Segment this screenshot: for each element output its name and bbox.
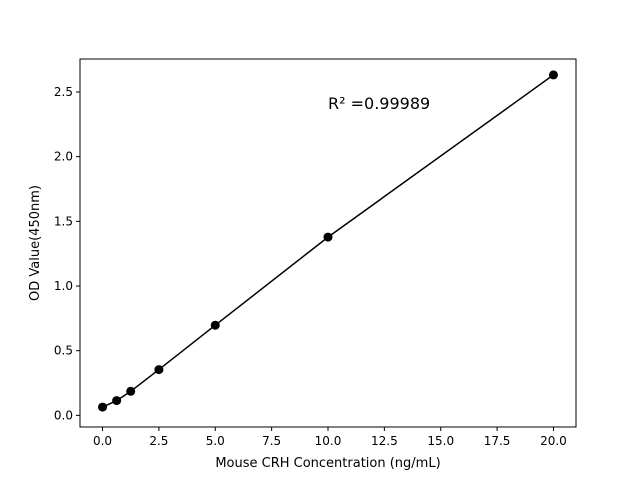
r-squared-annotation: R² =0.99989	[328, 94, 430, 113]
data-point	[548, 70, 558, 80]
y-tick-label: 1.0	[54, 279, 73, 293]
x-tick-label: 7.5	[262, 434, 281, 448]
x-axis-label: Mouse CRH Concentration (ng/mL)	[215, 456, 440, 471]
x-tick-label: 5.0	[206, 434, 225, 448]
x-tick-label: 17.5	[484, 434, 511, 448]
x-axis: 0.0 2.5 5.0 7.5 10.0 12.5 15.0 17.5 20.0	[93, 427, 567, 448]
data-point	[112, 396, 122, 406]
y-axis: 0.0 0.5 1.0 1.5 2.0 2.5	[54, 85, 80, 422]
plot-area	[79, 58, 577, 428]
x-tick-label: 20.0	[540, 434, 567, 448]
data-point	[98, 402, 108, 412]
y-tick-label: 0.0	[54, 408, 73, 422]
y-tick-label: 0.5	[54, 344, 73, 358]
data-point	[154, 365, 164, 375]
series	[98, 70, 558, 412]
x-tick-label: 0.0	[93, 434, 112, 448]
y-axis-label: OD Value(450nm)	[28, 185, 43, 301]
x-tick-label: 15.0	[427, 434, 454, 448]
x-tick-label: 2.5	[149, 434, 168, 448]
data-point	[126, 386, 136, 396]
data-point	[323, 232, 333, 242]
y-tick-label: 1.5	[54, 214, 73, 228]
y-tick-label: 2.5	[54, 85, 73, 99]
y-tick-label: 2.0	[54, 150, 73, 164]
data-point	[210, 320, 220, 330]
x-tick-label: 12.5	[371, 434, 398, 448]
x-tick-label: 10.0	[315, 434, 342, 448]
